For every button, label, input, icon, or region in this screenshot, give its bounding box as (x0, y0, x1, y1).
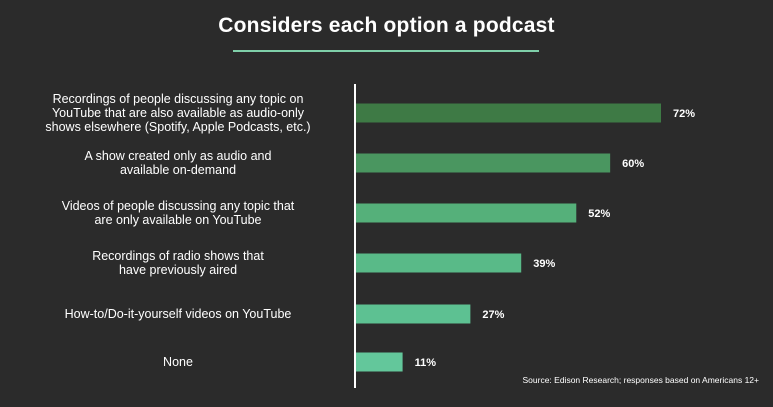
data-label: 60% (622, 158, 644, 170)
category-label-line: None (163, 355, 193, 369)
bar (356, 304, 471, 324)
category-label-line: YouTube that are also available as audio… (52, 106, 305, 120)
category-label: Videos of people discussing any topic th… (62, 199, 295, 227)
category-label: None (163, 355, 193, 369)
category-label: How-to/Do-it-yourself videos on YouTube (65, 307, 292, 321)
category-label-line: shows elsewhere (Spotify, Apple Podcasts… (45, 120, 310, 134)
category-label-line: are only available on YouTube (94, 213, 261, 227)
category-label-line: How-to/Do-it-yourself videos on YouTube (65, 307, 292, 321)
data-label: 72% (673, 108, 695, 120)
category-label: Recordings of people discussing any topi… (45, 92, 310, 134)
bar (356, 103, 661, 123)
category-label-line: available on-demand (120, 163, 236, 177)
bar (356, 253, 522, 273)
category-label-line: Videos of people discussing any topic th… (62, 199, 295, 213)
source-note: Source: Edison Research; responses based… (522, 375, 760, 385)
bar (356, 352, 403, 372)
data-label: 27% (482, 309, 504, 321)
bar (356, 153, 611, 173)
data-label: 52% (588, 208, 610, 220)
category-label: Recordings of radio shows that have previ… (92, 249, 264, 277)
chart-title: Considers each option a podcast (218, 14, 555, 37)
data-label: 39% (533, 258, 555, 270)
category-label-line: A show created only as audio and (85, 149, 272, 163)
bar (356, 203, 577, 223)
category-label-line: have previously aired (119, 263, 237, 277)
category-label: A show created only as audio and availabl… (85, 149, 272, 177)
category-label-line: Recordings of people discussing any topi… (53, 92, 304, 106)
data-label: 11% (415, 357, 437, 369)
category-label-line: Recordings of radio shows that (92, 249, 264, 263)
title-underline (233, 50, 539, 52)
